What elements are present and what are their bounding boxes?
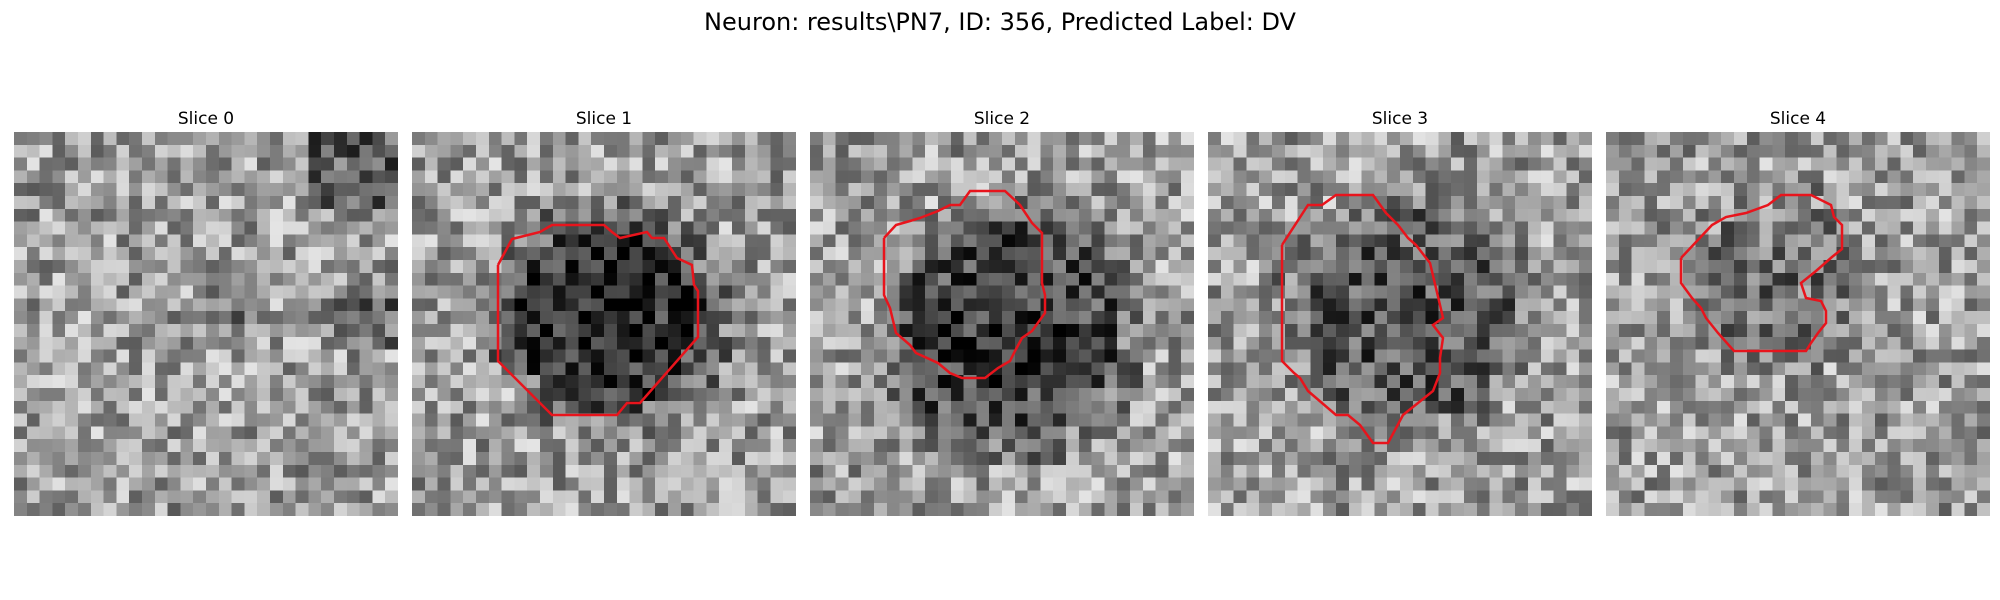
contour-overlay <box>1280 193 1445 445</box>
neuron-contour <box>1280 193 1445 445</box>
slice-panel-1: Slice 1 <box>412 107 796 516</box>
slice-image <box>14 132 398 516</box>
slice-image <box>810 132 1194 516</box>
slice-panel-4: Slice 4 <box>1606 107 1990 516</box>
neuron-contour <box>1679 193 1844 353</box>
slice-title: Slice 0 <box>177 109 235 129</box>
slice-image <box>412 132 796 516</box>
slice-image <box>1208 132 1592 516</box>
slice-panel-0: Slice 0 <box>14 107 398 516</box>
contour-overlay <box>496 223 700 417</box>
slice-panel-3: Slice 3 <box>1208 107 1592 516</box>
neuron-contour <box>496 223 700 417</box>
slice-title: Slice 2 <box>973 109 1031 129</box>
slice-title: Slice 3 <box>1371 109 1429 129</box>
contour-overlay <box>882 189 1047 380</box>
slice-title: Slice 1 <box>575 109 633 129</box>
figure-title: Neuron: results\PN7, ID: 356, Predicted … <box>704 8 1296 36</box>
slice-panel-2: Slice 2 <box>810 107 1194 516</box>
slice-title: Slice 4 <box>1769 109 1827 129</box>
neuron-contour <box>882 189 1047 380</box>
contour-overlay <box>1679 193 1844 353</box>
